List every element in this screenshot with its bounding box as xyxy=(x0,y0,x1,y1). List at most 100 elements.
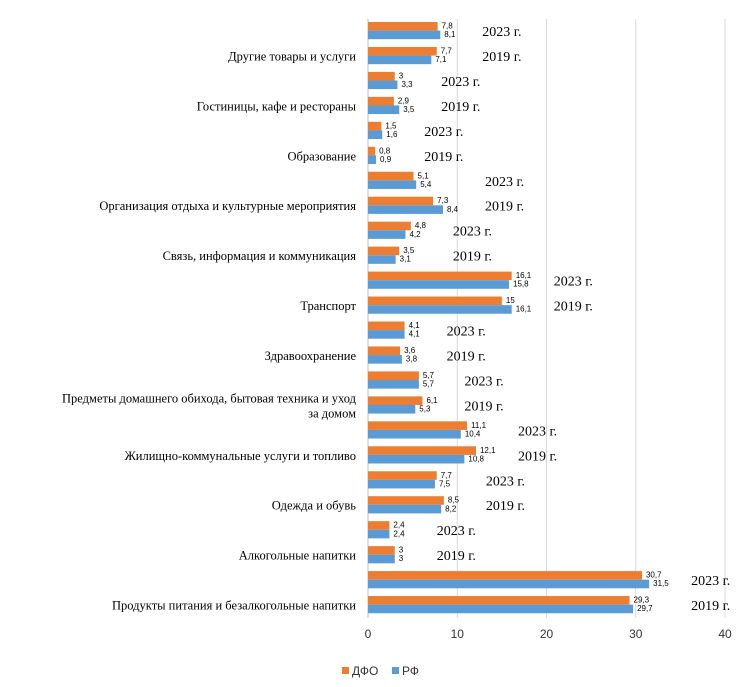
value-label-rf: 29,7 xyxy=(637,604,653,613)
value-label-rf: 7,1 xyxy=(435,55,447,64)
bar-dfo xyxy=(368,71,395,81)
value-label-dfo: 5,1 xyxy=(418,171,430,180)
year-label: 2019 г. xyxy=(486,499,525,514)
bar-dfo xyxy=(368,421,468,430)
bar-rf xyxy=(368,230,406,239)
legend-label: ДФО xyxy=(352,664,378,678)
bar-rf xyxy=(368,554,395,564)
year-label: 2023 г. xyxy=(485,175,524,190)
value-label-rf: 3 xyxy=(399,554,404,563)
value-label-dfo: 7,3 xyxy=(437,196,449,205)
value-label-dfo: 7,7 xyxy=(441,471,453,480)
year-label: 2019 г. xyxy=(691,599,730,614)
category-label: Одежда и обувь xyxy=(272,499,357,513)
value-label-rf: 1,6 xyxy=(386,130,398,139)
bar-dfo xyxy=(368,546,395,555)
year-label: 2019 г. xyxy=(453,250,492,265)
bar-dfo xyxy=(368,371,419,381)
bar-dfo xyxy=(368,346,401,356)
bar-rf xyxy=(368,255,396,264)
category-label: Транспорт xyxy=(300,299,356,313)
year-label: 2019 г. xyxy=(518,449,557,464)
x-axis-ticks: 0 10 20 30 40 xyxy=(365,627,732,641)
value-label-dfo: 12,1 xyxy=(480,446,496,455)
x-tick-label: 20 xyxy=(540,627,554,641)
bar-dfo xyxy=(368,596,630,605)
bar-dfo xyxy=(368,22,438,31)
bar-rf xyxy=(368,155,377,164)
value-label-dfo: 7,8 xyxy=(442,22,454,31)
year-label: 2023 г. xyxy=(437,524,476,539)
bar-rf xyxy=(368,604,634,614)
bar-dfo xyxy=(368,146,376,156)
value-label-rf: 8,1 xyxy=(444,30,456,39)
bar-dfo xyxy=(368,521,390,530)
value-label-rf: 2,4 xyxy=(393,529,405,538)
bars-layer xyxy=(368,22,650,614)
year-label: 2023 г. xyxy=(691,574,730,589)
bar-dfo xyxy=(368,46,437,56)
bar-dfo xyxy=(368,196,434,206)
value-label-dfo: 6,1 xyxy=(426,396,438,405)
bar-dfo xyxy=(368,246,400,256)
bar-dfo xyxy=(368,471,437,480)
value-label-dfo: 1,5 xyxy=(385,121,397,130)
category-label: Другие товары и услуги xyxy=(228,49,356,63)
bar-rf xyxy=(368,305,512,314)
year-label: 2019 г. xyxy=(424,150,463,165)
bar-rf xyxy=(368,479,435,489)
bar-rf xyxy=(368,130,383,140)
bar-rf xyxy=(368,330,405,339)
legend: ДФО РФ xyxy=(342,664,419,678)
x-tick-label: 0 xyxy=(365,627,372,641)
value-label-dfo: 2,9 xyxy=(398,96,410,105)
value-label-rf: 31,5 xyxy=(653,579,669,588)
bar-dfo xyxy=(368,221,411,231)
value-label-rf: 5,3 xyxy=(419,404,431,413)
gridlines xyxy=(367,19,726,618)
category-label: Образование xyxy=(287,149,356,163)
value-label-rf: 3,3 xyxy=(401,80,413,89)
value-label-dfo: 3 xyxy=(399,546,404,555)
bar-rf xyxy=(368,404,416,414)
year-label: 2023 г. xyxy=(486,474,525,489)
bar-rf xyxy=(368,80,398,90)
x-tick-label: 40 xyxy=(718,627,732,641)
value-label-dfo: 8,5 xyxy=(448,496,460,505)
bar-dfo xyxy=(368,121,382,131)
year-label: 2023 г. xyxy=(447,325,486,340)
year-label: 2019 г. xyxy=(485,200,524,215)
category-label: Связь, информация и коммуникация xyxy=(163,249,357,263)
value-label-dfo: 2,4 xyxy=(393,521,405,530)
bar-rf xyxy=(368,30,441,40)
value-label-rf: 4,2 xyxy=(409,230,421,239)
value-label-dfo: 0,8 xyxy=(379,146,391,155)
year-label: 2023 г. xyxy=(453,225,492,240)
value-label-rf: 4,1 xyxy=(409,330,421,339)
value-label-rf: 10,8 xyxy=(468,454,484,463)
value-label-dfo: 15 xyxy=(506,296,515,305)
category-label: Алкогольные напитки xyxy=(239,549,357,563)
category-label: Организация отдыха и культурные мероприя… xyxy=(99,199,356,213)
bar-rf xyxy=(368,355,402,364)
bar-rf xyxy=(368,380,419,389)
bar-rf xyxy=(368,280,510,289)
category-label: Здравоохранение xyxy=(265,349,357,363)
category-label: за домом xyxy=(308,406,356,420)
value-label-rf: 5,4 xyxy=(420,180,432,189)
bar-dfo xyxy=(368,171,414,181)
year-label: 2019 г. xyxy=(441,100,480,115)
value-label-dfo: 30,7 xyxy=(646,571,662,580)
bar-rf xyxy=(368,105,400,115)
bar-dfo xyxy=(368,271,512,281)
bar-rf xyxy=(368,180,417,189)
value-label-dfo: 3,5 xyxy=(403,246,415,255)
year-label: 2023 г. xyxy=(464,374,503,389)
year-label: 2019 г. xyxy=(447,349,486,364)
value-label-rf: 8,4 xyxy=(447,205,459,214)
legend-swatch xyxy=(342,667,349,674)
value-label-dfo: 7,7 xyxy=(441,46,453,55)
bar-dfo xyxy=(368,96,394,106)
value-label-dfo: 4,1 xyxy=(409,321,421,330)
value-label-dfo: 3 xyxy=(399,71,404,80)
